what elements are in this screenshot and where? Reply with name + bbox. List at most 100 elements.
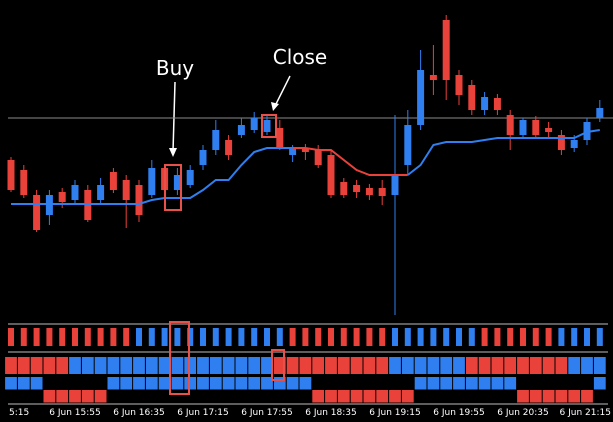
candle-body <box>353 185 361 192</box>
indicator-bar <box>20 328 27 346</box>
x-tick-label: 6 Jun 19:55 <box>433 408 484 418</box>
candle-body <box>58 192 66 202</box>
indicator-bar <box>59 328 66 346</box>
indicator-block <box>350 357 363 374</box>
indicator-block <box>555 357 568 374</box>
indicator-bar <box>532 328 539 346</box>
candle-body <box>109 172 117 190</box>
indicator-block <box>69 390 81 403</box>
indicator-bar <box>558 328 565 346</box>
indicator-block <box>337 357 350 374</box>
indicator-bar <box>110 328 117 346</box>
indicator-block <box>248 357 261 374</box>
indicator-bar <box>494 328 501 346</box>
indicator-bar <box>225 328 232 346</box>
arrow-head <box>169 148 177 157</box>
indicator-bar <box>302 328 309 346</box>
indicator-block <box>171 377 184 390</box>
indicator-bar <box>443 328 450 346</box>
candle-body <box>173 175 181 190</box>
candle-body <box>7 160 15 190</box>
indicator-block <box>30 357 43 374</box>
x-tick-label: 6 Jun 19:15 <box>369 408 420 418</box>
indicator-block <box>5 377 17 390</box>
indicator-block <box>56 390 69 403</box>
indicator-block <box>17 377 30 390</box>
indicator-block <box>312 390 325 403</box>
indicator-block <box>529 390 542 403</box>
indicator-block <box>43 390 56 403</box>
candle-body <box>212 130 220 150</box>
indicator-block <box>5 357 17 374</box>
indicator-block <box>465 357 478 374</box>
indicator-block <box>414 377 427 390</box>
candle-body <box>122 180 130 200</box>
candle-body <box>493 98 501 110</box>
indicator-block <box>555 390 568 403</box>
indicator-bar <box>289 328 296 346</box>
indicator-block <box>261 357 273 374</box>
indicator-block <box>363 357 376 374</box>
candle-body <box>532 120 540 135</box>
indicator-block <box>261 377 273 390</box>
candle-body <box>263 120 271 132</box>
x-tick-label: 6 Jun 17:15 <box>177 408 228 418</box>
indicator-block <box>427 357 440 374</box>
indicator-bar <box>97 328 104 346</box>
indicator-block <box>69 357 81 374</box>
candle-body <box>97 185 105 200</box>
x-tick-label: 6 Jun 16:35 <box>113 408 164 418</box>
candle-body <box>468 85 476 110</box>
indicator-block <box>581 390 593 403</box>
indicator-block <box>145 377 158 390</box>
candle-body <box>301 148 309 152</box>
indicator-bar <box>404 328 411 346</box>
indicator-bar <box>456 328 462 346</box>
indicator-block <box>389 357 401 374</box>
indicator-block <box>517 390 529 403</box>
indicator-block <box>286 357 299 374</box>
indicator-bar <box>72 328 78 346</box>
indicator-block <box>120 357 133 374</box>
indicator-block <box>593 357 606 374</box>
indicator-bar <box>84 328 91 346</box>
indicator-block <box>504 377 517 390</box>
indicator-bar <box>8 328 14 346</box>
indicator-block <box>209 357 222 374</box>
indicator-block <box>414 357 427 374</box>
indicator-block <box>299 377 312 390</box>
candle-body <box>289 148 297 155</box>
candle-body <box>519 120 527 135</box>
indicator-block <box>350 390 363 403</box>
indicator-block <box>197 377 209 390</box>
annotation-arrow <box>275 75 291 105</box>
indicator-bar <box>212 328 219 346</box>
indicator-bar <box>187 328 194 346</box>
x-tick-label: 6 Jun 17:55 <box>241 408 292 418</box>
indicator-block <box>376 390 389 403</box>
indicator-block <box>389 390 401 403</box>
candle-body <box>417 70 425 125</box>
indicator-bar <box>264 328 270 346</box>
arrow-head <box>271 102 279 111</box>
indicator-block <box>568 390 581 403</box>
line-series <box>292 147 408 176</box>
indicator-block <box>120 377 133 390</box>
indicator-block <box>273 377 286 390</box>
indicator-block <box>222 357 235 374</box>
indicator-block <box>94 390 107 403</box>
candle-body <box>186 170 194 185</box>
indicator-bar <box>392 328 398 346</box>
indicator-block <box>491 357 504 374</box>
x-tick-label: 6 Jun 15:55 <box>49 408 100 418</box>
indicator-block <box>158 357 171 374</box>
annotation: Close <box>273 45 327 69</box>
indicator-block <box>107 377 120 390</box>
candle-body <box>250 118 258 130</box>
indicator-block <box>17 357 30 374</box>
x-tick-label: 6 Jun 20:35 <box>497 408 548 418</box>
indicator-bar <box>200 328 206 346</box>
indicator-bar <box>136 328 142 346</box>
highlight-box <box>271 349 285 381</box>
